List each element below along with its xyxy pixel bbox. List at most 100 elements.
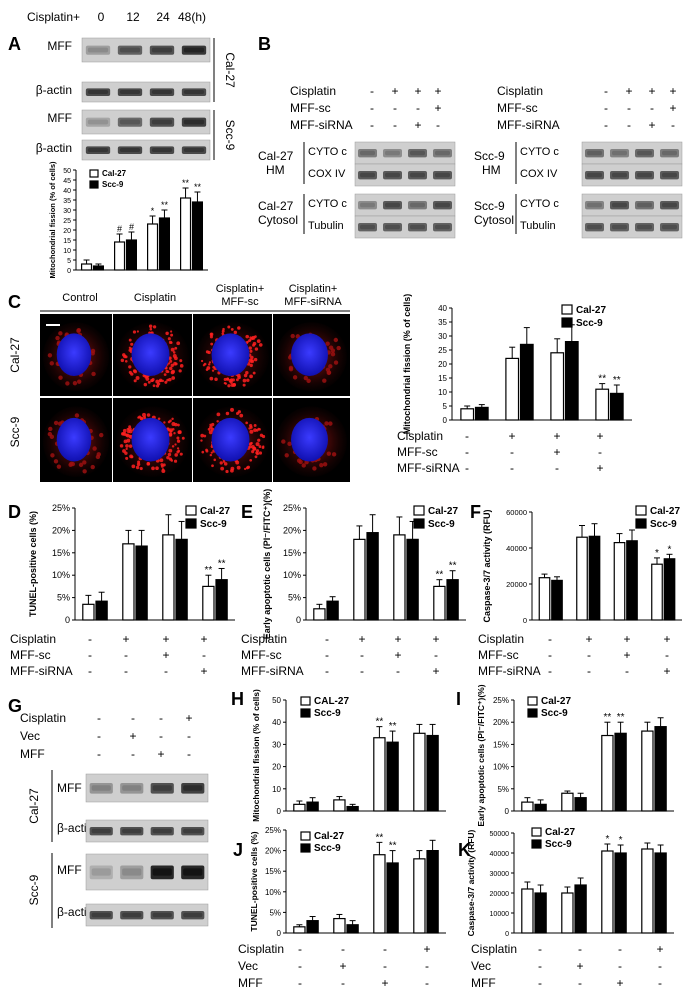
chart-F: 0 20000 40000 60000 Caspase-3/7 activity (RF… <box>482 505 682 625</box>
treatment-sign: + <box>663 632 670 646</box>
mitochondria-dot <box>324 421 329 426</box>
treatment-label: Vec <box>20 729 40 743</box>
treatment-sign: + <box>391 84 398 98</box>
y-tick-label: 0 <box>443 416 448 425</box>
legend-swatch <box>561 304 573 315</box>
y-tick-label: 5% <box>57 593 70 603</box>
treatment-table-f: Cisplatin - + + +MFF-sc - - + -MFF-siRNA - - - + <box>478 632 671 678</box>
mitochondria-dot <box>151 466 155 471</box>
y-tick-label: 20% <box>52 525 70 535</box>
mitochondria-dot <box>170 363 174 368</box>
y-axis-label: TUNEL-positive cells (%) <box>28 511 38 617</box>
y-tick-label: 30 <box>272 740 281 749</box>
mitochondria-dot <box>205 449 209 453</box>
band-core <box>410 172 425 178</box>
mitochondria-dot <box>136 462 141 467</box>
mitochondria-dot <box>222 460 226 463</box>
cell-line-label: Cal-27 <box>27 788 41 824</box>
treatment-sign: - <box>88 632 92 646</box>
y-tick-label: 0 <box>523 616 527 625</box>
treatment-sign: - <box>202 648 206 662</box>
mitochondria-dot <box>155 466 159 471</box>
mitochondria-dot <box>248 427 251 430</box>
band-core <box>119 47 141 53</box>
mitochondria-dot <box>130 372 134 376</box>
mitochondria-dot <box>53 459 59 464</box>
y-tick-label: 5 <box>443 402 448 411</box>
legend-swatch <box>89 169 99 178</box>
bar <box>413 858 426 934</box>
y-tick-label: 20000 <box>490 891 510 898</box>
mitochondria-dot <box>176 450 180 454</box>
bar <box>373 737 386 812</box>
mitochondria-dot <box>258 428 261 431</box>
mitochondria-dot <box>168 432 173 437</box>
treatment-sign: - <box>124 664 128 678</box>
mitochondria-dot <box>236 465 241 470</box>
treatment-sign: - <box>341 976 345 990</box>
y-axis-label: Mitochondrial fission (% of cells) <box>251 689 261 822</box>
mitochondria-dot <box>168 362 171 365</box>
bar <box>521 888 534 934</box>
mitochondria-dot <box>200 433 205 438</box>
mitochondria-dot <box>233 330 238 335</box>
bar <box>426 734 439 812</box>
treatment-sign: - <box>627 101 631 115</box>
bar <box>215 579 228 621</box>
mitochondria-dot <box>152 325 157 329</box>
treatment-sign: + <box>414 118 421 132</box>
mitochondria-dot <box>78 462 84 468</box>
y-tick-label: 50 <box>272 696 281 705</box>
treatment-sign: - <box>325 648 329 662</box>
mitochondria-dot <box>174 443 177 446</box>
band-core <box>122 828 142 834</box>
mitochondria-dot <box>125 447 128 451</box>
mitochondria-dot <box>248 445 252 449</box>
y-tick-label: 35 <box>63 198 71 205</box>
treatment-sign: + <box>616 976 623 990</box>
mitochondria-dot <box>143 415 146 419</box>
bar <box>406 538 419 621</box>
treatment-sign: - <box>393 101 397 115</box>
mitochondria-dot <box>229 380 233 384</box>
mitochondria-dot <box>125 456 129 460</box>
nucleus <box>131 333 170 376</box>
treatment-sign: - <box>436 118 440 132</box>
band-core <box>183 828 203 834</box>
band-label: Tubulin <box>520 220 556 232</box>
mitochondria-dot <box>65 381 70 386</box>
mitochondria-dot <box>179 364 184 368</box>
blot-border <box>581 215 683 239</box>
chart-H: 0 10 20 30 40 50 Mitochondrial fission (% of c… <box>251 689 446 822</box>
significance-mark: * <box>605 834 609 845</box>
mitochondria-dot <box>177 423 180 427</box>
bar <box>601 734 614 812</box>
nucleus <box>56 417 92 462</box>
treatment-sign: - <box>587 664 591 678</box>
treatment-sign: + <box>623 632 630 646</box>
bar <box>561 792 574 812</box>
treatment-sign: - <box>538 959 542 973</box>
blot-border <box>85 819 209 843</box>
bar <box>550 352 565 421</box>
band-core <box>360 224 375 230</box>
y-tick-label: 15% <box>283 548 301 558</box>
legend-swatch <box>561 317 573 328</box>
micrograph-column-label: Cisplatin+ <box>289 283 338 295</box>
y-tick-label: 25% <box>52 503 70 513</box>
treatment-sign: - <box>383 942 387 956</box>
y-tick-label: 45 <box>63 178 71 185</box>
bar <box>346 805 359 812</box>
bar <box>534 892 547 934</box>
fraction-cell-label: Cal-27 <box>258 199 294 213</box>
bar <box>386 741 399 812</box>
mitochondria-dot <box>288 366 294 372</box>
y-tick-label: 10% <box>265 888 281 897</box>
mitochondria-dot <box>167 452 172 457</box>
y-tick-label: 25% <box>493 696 509 705</box>
band-core <box>183 912 203 918</box>
band-core <box>410 150 425 156</box>
mitochondria-dot <box>257 438 261 442</box>
band-core <box>385 172 400 178</box>
bar <box>202 585 215 621</box>
